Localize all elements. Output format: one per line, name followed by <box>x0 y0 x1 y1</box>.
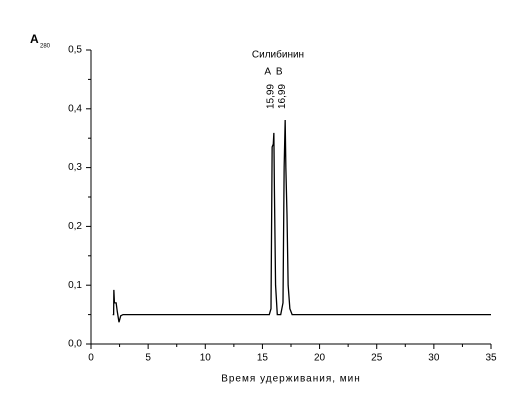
peak-name: A <box>264 67 271 78</box>
x-tick-label: 5 <box>145 353 151 364</box>
x-tick-label: 0 <box>88 353 94 364</box>
x-tick-label: 10 <box>200 353 212 364</box>
y-axis-label: A <box>30 32 39 46</box>
y-tick-label: 0,1 <box>68 280 82 291</box>
x-tick-label: 20 <box>314 353 326 364</box>
trace <box>112 119 491 323</box>
y-tick-label: 0,4 <box>68 103 82 114</box>
annotation: Силибинин <box>252 49 304 61</box>
y-tick-label: 0,0 <box>68 339 82 350</box>
y-tick-label: 0,2 <box>68 221 82 232</box>
x-tick-label: 30 <box>428 353 440 364</box>
x-tick-label: 35 <box>485 353 497 364</box>
x-axis-label: Время удерживания, мин <box>221 374 361 385</box>
y-tick-label: 0,5 <box>68 45 82 56</box>
peak-name: B <box>276 67 283 78</box>
y-axis-label-sub: 280 <box>40 44 51 50</box>
x-tick-label: 15 <box>257 353 269 364</box>
x-tick-label: 25 <box>371 353 383 364</box>
y-tick-label: 0,3 <box>68 162 82 173</box>
peak-time: 16,99 <box>277 84 288 109</box>
peak-time: 15,99 <box>265 84 276 109</box>
